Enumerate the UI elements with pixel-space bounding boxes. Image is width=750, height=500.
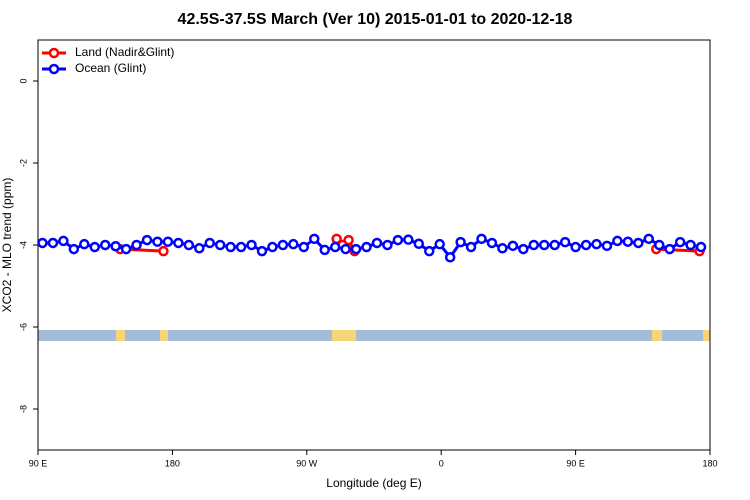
- point: [559, 236, 571, 248]
- mask-strip: [38, 330, 710, 341]
- land-patch: [652, 330, 662, 341]
- point: [674, 236, 686, 248]
- land-patch: [332, 330, 356, 341]
- point: [319, 244, 330, 256]
- point: [79, 238, 90, 250]
- point: [392, 234, 404, 246]
- point: [194, 243, 205, 254]
- point: [580, 239, 592, 251]
- point: [528, 239, 540, 251]
- point: [288, 238, 299, 250]
- point: [591, 238, 602, 250]
- point: [89, 241, 100, 253]
- point: [141, 234, 153, 246]
- point: [131, 239, 142, 251]
- legend-marker: [48, 63, 60, 75]
- point: [497, 243, 508, 254]
- point: [570, 241, 581, 253]
- y-tick-label: 0: [18, 78, 28, 83]
- point: [403, 234, 414, 245]
- point: [549, 239, 560, 251]
- legend-label: Ocean (Glint): [75, 61, 146, 75]
- point: [99, 239, 111, 251]
- point: [204, 237, 215, 249]
- point: [214, 239, 226, 251]
- point: [309, 233, 320, 245]
- point: [486, 237, 498, 249]
- point: [444, 252, 456, 263]
- point: [68, 243, 80, 255]
- point: [183, 239, 195, 251]
- legend-marker: [48, 47, 60, 59]
- point: [622, 236, 634, 247]
- point: [277, 239, 289, 251]
- point: [518, 243, 529, 255]
- point: [685, 239, 696, 251]
- point: [538, 239, 550, 251]
- point: [434, 238, 445, 250]
- y-tick-label: -2: [18, 159, 28, 167]
- point: [225, 241, 236, 253]
- point: [340, 243, 351, 255]
- point: [162, 236, 174, 247]
- x-tick-label: 90 W: [296, 458, 318, 468]
- x-tick-label: 90 E: [566, 458, 585, 468]
- land-patch: [116, 330, 125, 341]
- point: [267, 241, 278, 253]
- point: [256, 245, 268, 257]
- point: [47, 237, 59, 249]
- point: [350, 243, 362, 255]
- legend-label: Land (Nadir&Glint): [75, 45, 174, 59]
- point: [152, 236, 163, 247]
- y-tick-label: -8: [18, 405, 28, 413]
- y-tick-label: -6: [18, 323, 28, 331]
- point: [601, 240, 613, 252]
- point: [413, 238, 425, 250]
- x-tick-label: 90 E: [29, 458, 48, 468]
- chart-title: 42.5S-37.5S March (Ver 10) 2015-01-01 to…: [178, 11, 573, 28]
- point: [371, 237, 383, 249]
- point: [235, 241, 247, 253]
- point: [507, 240, 519, 252]
- x-tick-label: 0: [439, 458, 444, 468]
- point: [173, 237, 184, 249]
- point: [653, 239, 665, 251]
- point: [476, 233, 487, 245]
- ocean-strip: [38, 330, 710, 341]
- point: [343, 234, 354, 246]
- point: [58, 235, 69, 247]
- land-patch: [703, 330, 710, 341]
- point: [298, 241, 310, 253]
- x-tick-label: 180: [165, 458, 180, 468]
- point: [361, 241, 372, 253]
- point: [633, 237, 644, 249]
- point: [110, 240, 121, 252]
- land-patch: [160, 330, 168, 341]
- point: [37, 237, 48, 249]
- point: [695, 241, 707, 253]
- point: [465, 241, 477, 253]
- point: [382, 239, 393, 251]
- point: [120, 243, 132, 255]
- x-tick-label: 180: [702, 458, 717, 468]
- point: [329, 241, 341, 253]
- point: [455, 236, 466, 248]
- point: [664, 243, 675, 255]
- point: [246, 239, 257, 251]
- x-axis-label: Longitude (deg E): [326, 476, 421, 490]
- point: [643, 233, 655, 245]
- y-axis-label: XCO2 - MLO trend (ppm): [0, 178, 14, 313]
- point: [424, 245, 435, 257]
- point: [158, 245, 169, 257]
- y-tick-label: -4: [18, 241, 28, 249]
- point: [612, 235, 623, 247]
